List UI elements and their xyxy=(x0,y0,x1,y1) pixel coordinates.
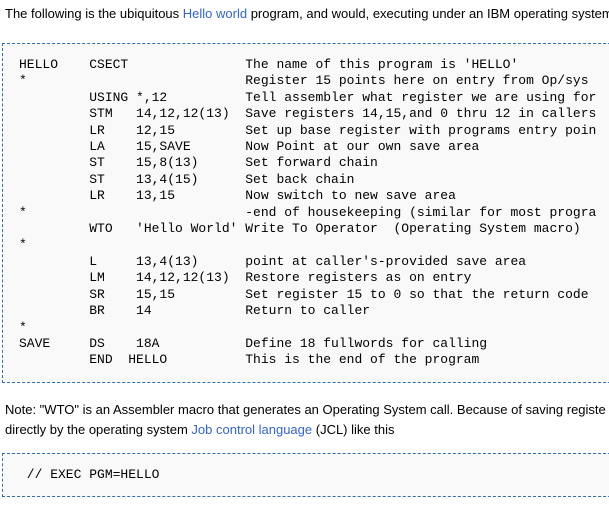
intro-text-before: The following is the ubiquitous xyxy=(5,6,183,21)
note-line2-after: (JCL) like this xyxy=(312,421,395,437)
intro-text-after: program, and would, executing under an I… xyxy=(247,6,609,21)
note-line2-before: directly by the operating system xyxy=(5,421,192,437)
hello-world-link[interactable]: Hello world xyxy=(182,6,248,21)
jcl-link[interactable]: Job control language xyxy=(191,421,313,437)
note-line1: Note: "WTO" is an Assembler macro that g… xyxy=(5,401,606,417)
wikipedia-article-content: { "intro": { "text_before_link": "The fo… xyxy=(0,4,609,506)
intro-paragraph: The following is the ubiquitous Hello wo… xyxy=(5,4,609,24)
note-paragraph: Note: "WTO" is an Assembler macro that g… xyxy=(5,400,609,440)
assembler-code-block: HELLO CSECT The name of this program is … xyxy=(2,43,609,383)
jcl-code-block: // EXEC PGM=HELLO xyxy=(2,452,609,498)
